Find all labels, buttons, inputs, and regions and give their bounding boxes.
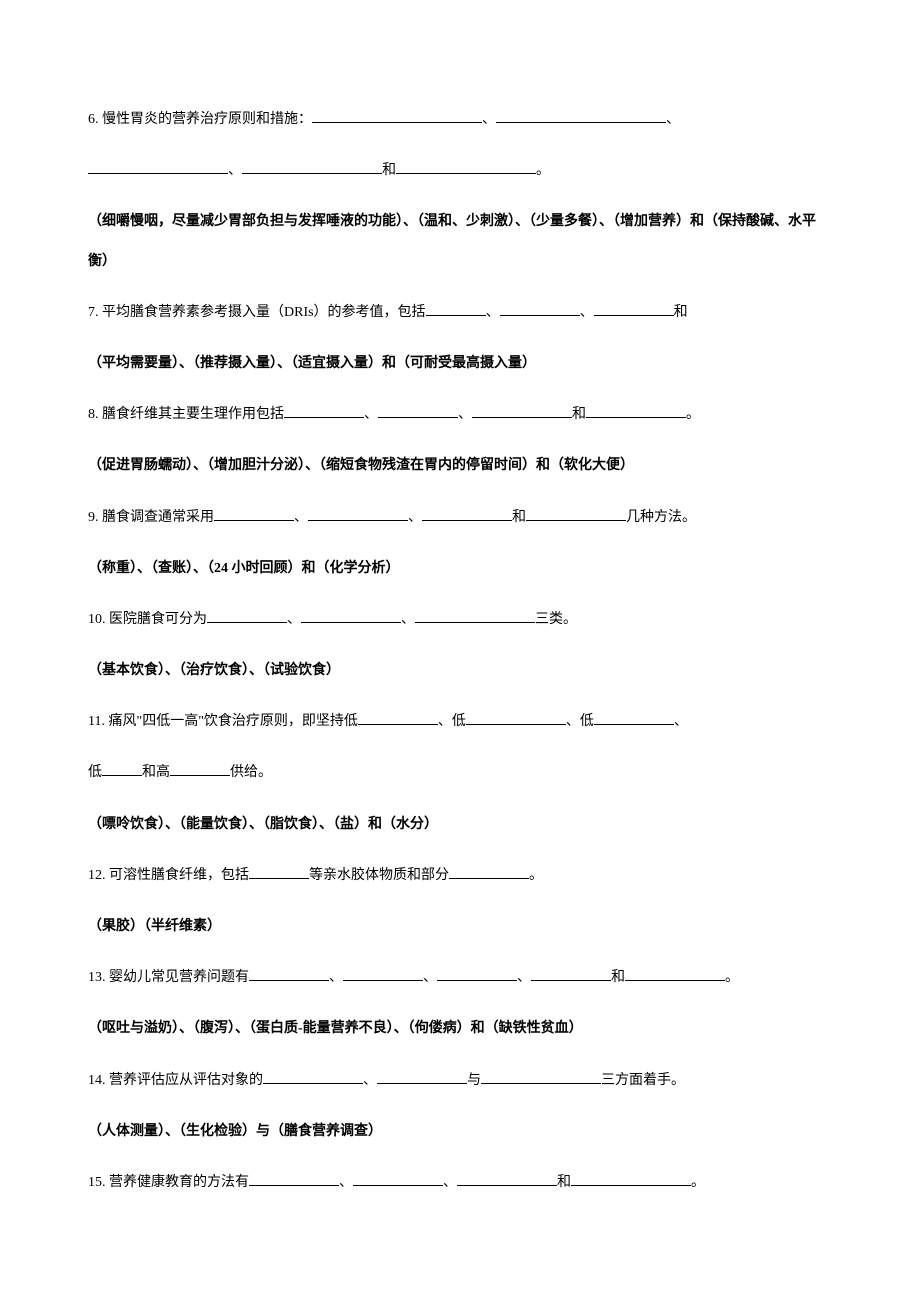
answer-6: （细嚼慢咽，尽量减少胃部负担与发挥唾液的功能）、（温和、少刺激）、（少量多餐）、… bbox=[88, 202, 832, 280]
blank bbox=[249, 878, 309, 879]
question-6-line2: 、和。 bbox=[88, 151, 832, 190]
q12-text: 12. 可溶性膳食纤维，包括 bbox=[88, 868, 249, 883]
question-9: 9. 膳食调查通常采用、、和几种方法。 bbox=[88, 498, 832, 537]
q13-text: 13. 婴幼儿常见营养问题有 bbox=[88, 970, 249, 985]
answer-14: （人体测量）、（生化检验）与（膳食营养调查） bbox=[88, 1112, 832, 1151]
answer-7: （平均需要量）、（推荐摄入量）、（适宜摄入量）和（可耐受最高摄入量） bbox=[88, 344, 832, 383]
q14-text: 14. 营养评估应从评估对象的 bbox=[88, 1073, 263, 1088]
blank bbox=[312, 122, 482, 123]
blank bbox=[249, 980, 329, 981]
q6-text: 6. 慢性胃炎的营养治疗原则和措施： bbox=[88, 112, 312, 127]
question-12: 12. 可溶性膳食纤维，包括等亲水胶体物质和部分。 bbox=[88, 856, 832, 895]
blank bbox=[170, 775, 230, 776]
blank bbox=[481, 1083, 601, 1084]
blank bbox=[249, 1185, 339, 1186]
blank bbox=[526, 520, 626, 521]
q10-text: 10. 医院膳食可分为 bbox=[88, 612, 207, 627]
blank bbox=[457, 1185, 557, 1186]
blank bbox=[571, 1185, 691, 1186]
answer-8: （促进胃肠蠕动）、（增加胆汁分泌）、（缩短食物残渣在胃内的停留时间）和（软化大便… bbox=[88, 446, 832, 485]
question-11: 11. 痛风"四低一高"饮食治疗原则，即坚持低、低、低、 bbox=[88, 702, 832, 741]
blank bbox=[625, 980, 725, 981]
blank bbox=[353, 1185, 443, 1186]
answer-13: （呕吐与溢奶）、（腹泻）、（蛋白质-能量营养不良）、（佝偻病）和（缺铁性贫血） bbox=[88, 1009, 832, 1048]
blank bbox=[586, 417, 686, 418]
answer-9: （称重）、（查账）、（24 小时回顾）和（化学分析） bbox=[88, 549, 832, 588]
blank bbox=[531, 980, 611, 981]
answer-12: （果胶）（半纤维素） bbox=[88, 907, 832, 946]
blank bbox=[594, 315, 674, 316]
blank bbox=[426, 315, 486, 316]
blank bbox=[378, 417, 458, 418]
blank bbox=[343, 980, 423, 981]
question-11-line2: 低和高供给。 bbox=[88, 753, 832, 792]
blank bbox=[242, 173, 382, 174]
answer-11: （嘌呤饮食）、（能量饮食）、（脂饮食）、（盐）和（水分） bbox=[88, 805, 832, 844]
question-10: 10. 医院膳食可分为、、三类。 bbox=[88, 600, 832, 639]
blank bbox=[308, 520, 408, 521]
blank bbox=[466, 724, 566, 725]
blank bbox=[301, 622, 401, 623]
blank bbox=[594, 724, 674, 725]
question-14: 14. 营养评估应从评估对象的、与三方面着手。 bbox=[88, 1061, 832, 1100]
blank bbox=[263, 1083, 363, 1084]
blank bbox=[500, 315, 580, 316]
blank bbox=[358, 724, 438, 725]
question-15: 15. 营养健康教育的方法有、、和。 bbox=[88, 1163, 832, 1202]
q11-text: 11. 痛风"四低一高"饮食治疗原则，即坚持低 bbox=[88, 714, 358, 729]
blank bbox=[496, 122, 666, 123]
blank bbox=[102, 775, 142, 776]
blank bbox=[415, 622, 535, 623]
answer-10: （基本饮食）、（治疗饮食）、（试验饮食） bbox=[88, 651, 832, 690]
question-13: 13. 婴幼儿常见营养问题有、、、和。 bbox=[88, 958, 832, 997]
blank bbox=[396, 173, 536, 174]
question-8: 8. 膳食纤维其主要生理作用包括、、和。 bbox=[88, 395, 832, 434]
blank bbox=[284, 417, 364, 418]
q7-text: 7. 平均膳食营养素参考摄入量（DRIs）的参考值，包括 bbox=[88, 305, 426, 320]
q15-text: 15. 营养健康教育的方法有 bbox=[88, 1175, 249, 1190]
blank bbox=[377, 1083, 467, 1084]
blank bbox=[437, 980, 517, 981]
blank bbox=[214, 520, 294, 521]
blank bbox=[422, 520, 512, 521]
q9-text: 9. 膳食调查通常采用 bbox=[88, 510, 214, 525]
blank bbox=[472, 417, 572, 418]
q8-text: 8. 膳食纤维其主要生理作用包括 bbox=[88, 407, 284, 422]
blank bbox=[449, 878, 529, 879]
question-6: 6. 慢性胃炎的营养治疗原则和措施：、、 bbox=[88, 100, 832, 139]
question-7: 7. 平均膳食营养素参考摄入量（DRIs）的参考值，包括、、和 bbox=[88, 293, 832, 332]
blank bbox=[88, 173, 228, 174]
blank bbox=[207, 622, 287, 623]
